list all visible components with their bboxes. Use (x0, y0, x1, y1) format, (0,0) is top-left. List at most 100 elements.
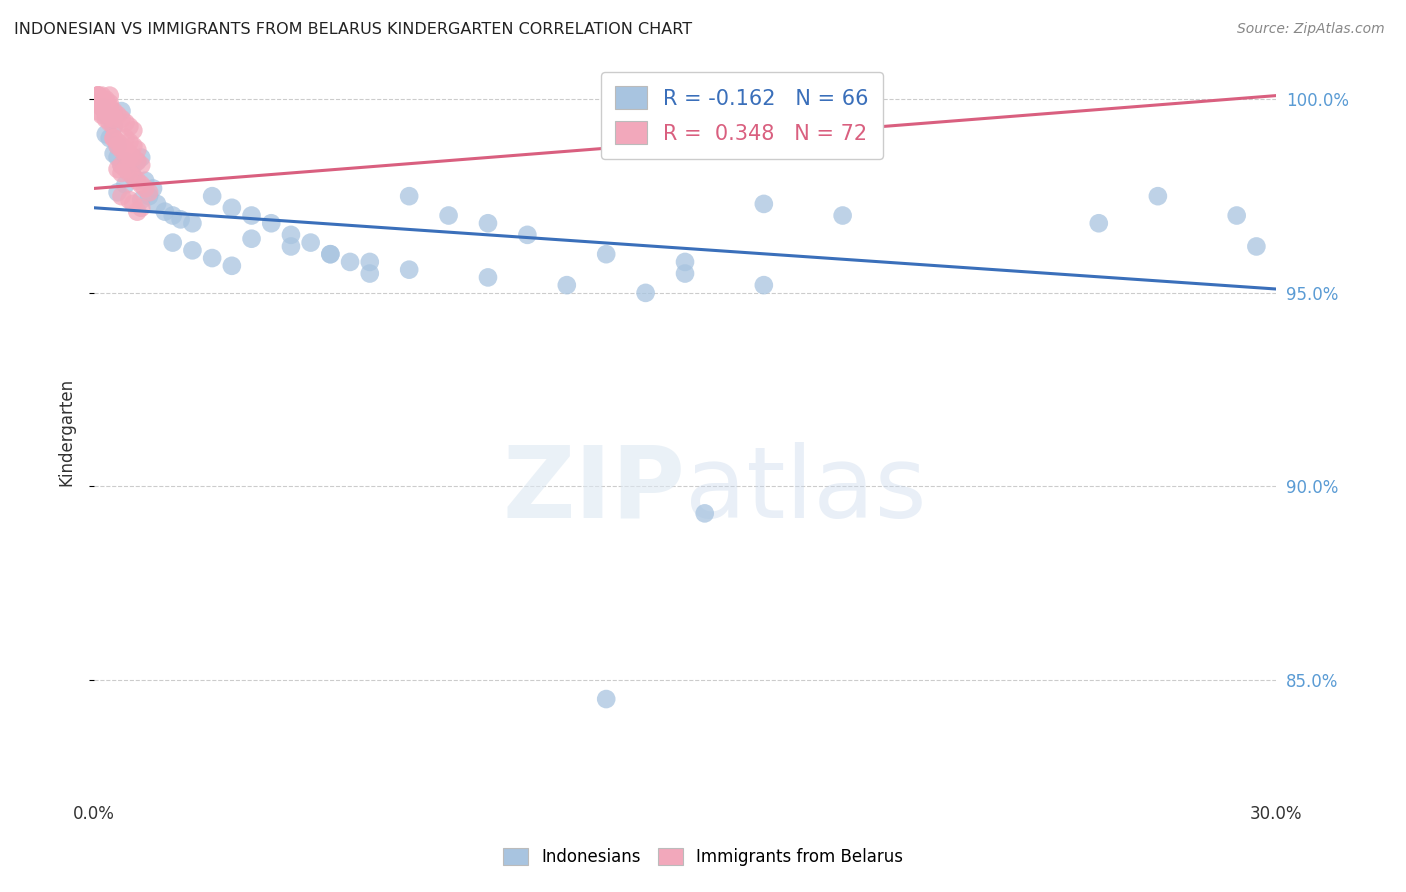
Point (94, 93, 117, 107)
Point (110, 166, 132, 180)
Point (673, 255, 696, 269)
Point (98, 116, 121, 130)
Point (437, 209, 460, 223)
Point (114, 146, 136, 161)
Point (752, 278, 775, 293)
Point (103, 104, 125, 119)
Point (359, 255, 381, 269)
Point (122, 169, 145, 184)
Point (673, 267, 696, 281)
Point (122, 169, 145, 184)
Point (122, 197, 145, 211)
Point (280, 227, 302, 242)
Point (114, 162, 136, 177)
Point (127, 154, 149, 169)
Point (201, 251, 224, 265)
Point (201, 189, 224, 203)
Point (98, 104, 121, 119)
Point (122, 123, 145, 137)
Point (477, 270, 499, 285)
Point (162, 235, 184, 250)
Point (87, 88, 110, 103)
Point (103, 112, 125, 126)
Point (118, 151, 141, 165)
Y-axis label: Kindergarten: Kindergarten (58, 378, 75, 486)
Point (90, 88, 112, 103)
Point (110, 139, 132, 153)
Point (181, 216, 204, 230)
Point (94, 112, 117, 126)
Point (103, 131, 125, 145)
Point (90, 96, 112, 111)
Point (110, 158, 132, 172)
Point (138, 189, 160, 203)
Point (122, 158, 145, 172)
Point (221, 201, 243, 215)
Point (118, 193, 141, 207)
Point (98, 96, 121, 111)
Point (686, 96, 709, 111)
Point (90, 96, 112, 111)
Point (118, 162, 141, 177)
Point (122, 139, 145, 153)
Point (752, 197, 775, 211)
Point (693, 507, 716, 521)
Point (129, 158, 152, 172)
Point (169, 212, 191, 227)
Point (103, 146, 125, 161)
Point (94, 100, 117, 114)
Point (94, 100, 117, 114)
Point (398, 189, 420, 203)
Point (118, 166, 141, 180)
Point (107, 139, 129, 153)
Text: Source: ZipAtlas.com: Source: ZipAtlas.com (1237, 22, 1385, 37)
Point (110, 112, 132, 126)
Point (118, 162, 141, 177)
Point (107, 139, 129, 153)
Point (181, 244, 204, 258)
Point (94, 100, 117, 114)
Point (107, 151, 129, 165)
Point (319, 247, 342, 261)
Text: atlas: atlas (685, 442, 927, 539)
Point (516, 227, 538, 242)
Point (162, 209, 184, 223)
Point (634, 285, 657, 300)
Point (107, 135, 129, 149)
Point (87, 88, 110, 103)
Point (142, 181, 165, 195)
Point (110, 143, 132, 157)
Point (319, 247, 342, 261)
Point (114, 154, 136, 169)
Point (595, 247, 617, 261)
Point (118, 120, 141, 134)
Text: INDONESIAN VS IMMIGRANTS FROM BELARUS KINDERGARTEN CORRELATION CHART: INDONESIAN VS IMMIGRANTS FROM BELARUS KI… (14, 22, 692, 37)
Point (94, 96, 117, 111)
Point (129, 193, 152, 207)
Point (240, 232, 263, 246)
Point (87, 104, 110, 119)
Point (127, 143, 149, 157)
Point (359, 267, 381, 281)
Point (1087, 216, 1109, 230)
Point (103, 120, 125, 134)
Point (94, 100, 117, 114)
Point (87, 93, 110, 107)
Point (110, 158, 132, 172)
Point (114, 178, 136, 192)
Point (153, 204, 176, 219)
Point (103, 131, 125, 145)
Point (673, 88, 696, 103)
Point (398, 262, 420, 277)
Point (339, 255, 361, 269)
Point (94, 104, 117, 119)
Point (98, 131, 121, 145)
Point (114, 143, 136, 157)
Point (134, 174, 156, 188)
Point (90, 93, 112, 107)
Point (110, 104, 132, 119)
Point (146, 197, 169, 211)
Point (595, 692, 617, 706)
Point (477, 216, 499, 230)
Text: ZIP: ZIP (502, 442, 685, 539)
